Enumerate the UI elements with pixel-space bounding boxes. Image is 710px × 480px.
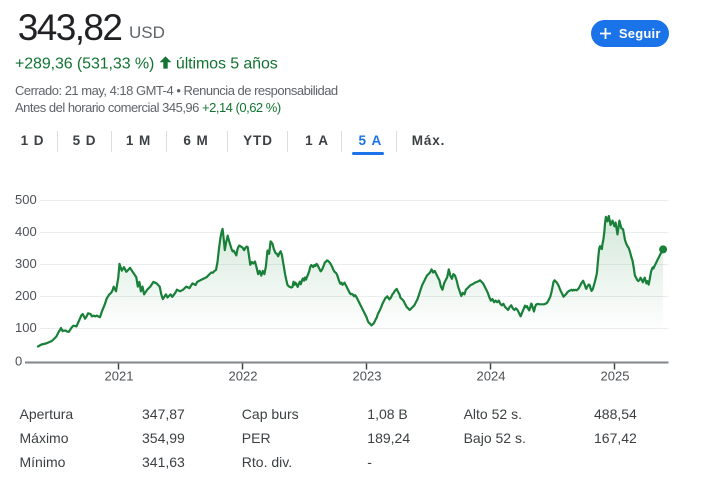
svg-text:2022: 2022 xyxy=(229,369,258,384)
svg-text:100: 100 xyxy=(15,320,37,335)
svg-text:2021: 2021 xyxy=(105,369,134,384)
svg-text:2025: 2025 xyxy=(601,369,630,384)
svg-text:400: 400 xyxy=(15,224,37,239)
svg-text:2023: 2023 xyxy=(353,369,382,384)
svg-text:2024: 2024 xyxy=(477,369,506,384)
svg-text:200: 200 xyxy=(15,288,37,303)
svg-text:500: 500 xyxy=(15,192,37,207)
svg-text:300: 300 xyxy=(15,256,37,271)
svg-text:0: 0 xyxy=(15,354,22,369)
